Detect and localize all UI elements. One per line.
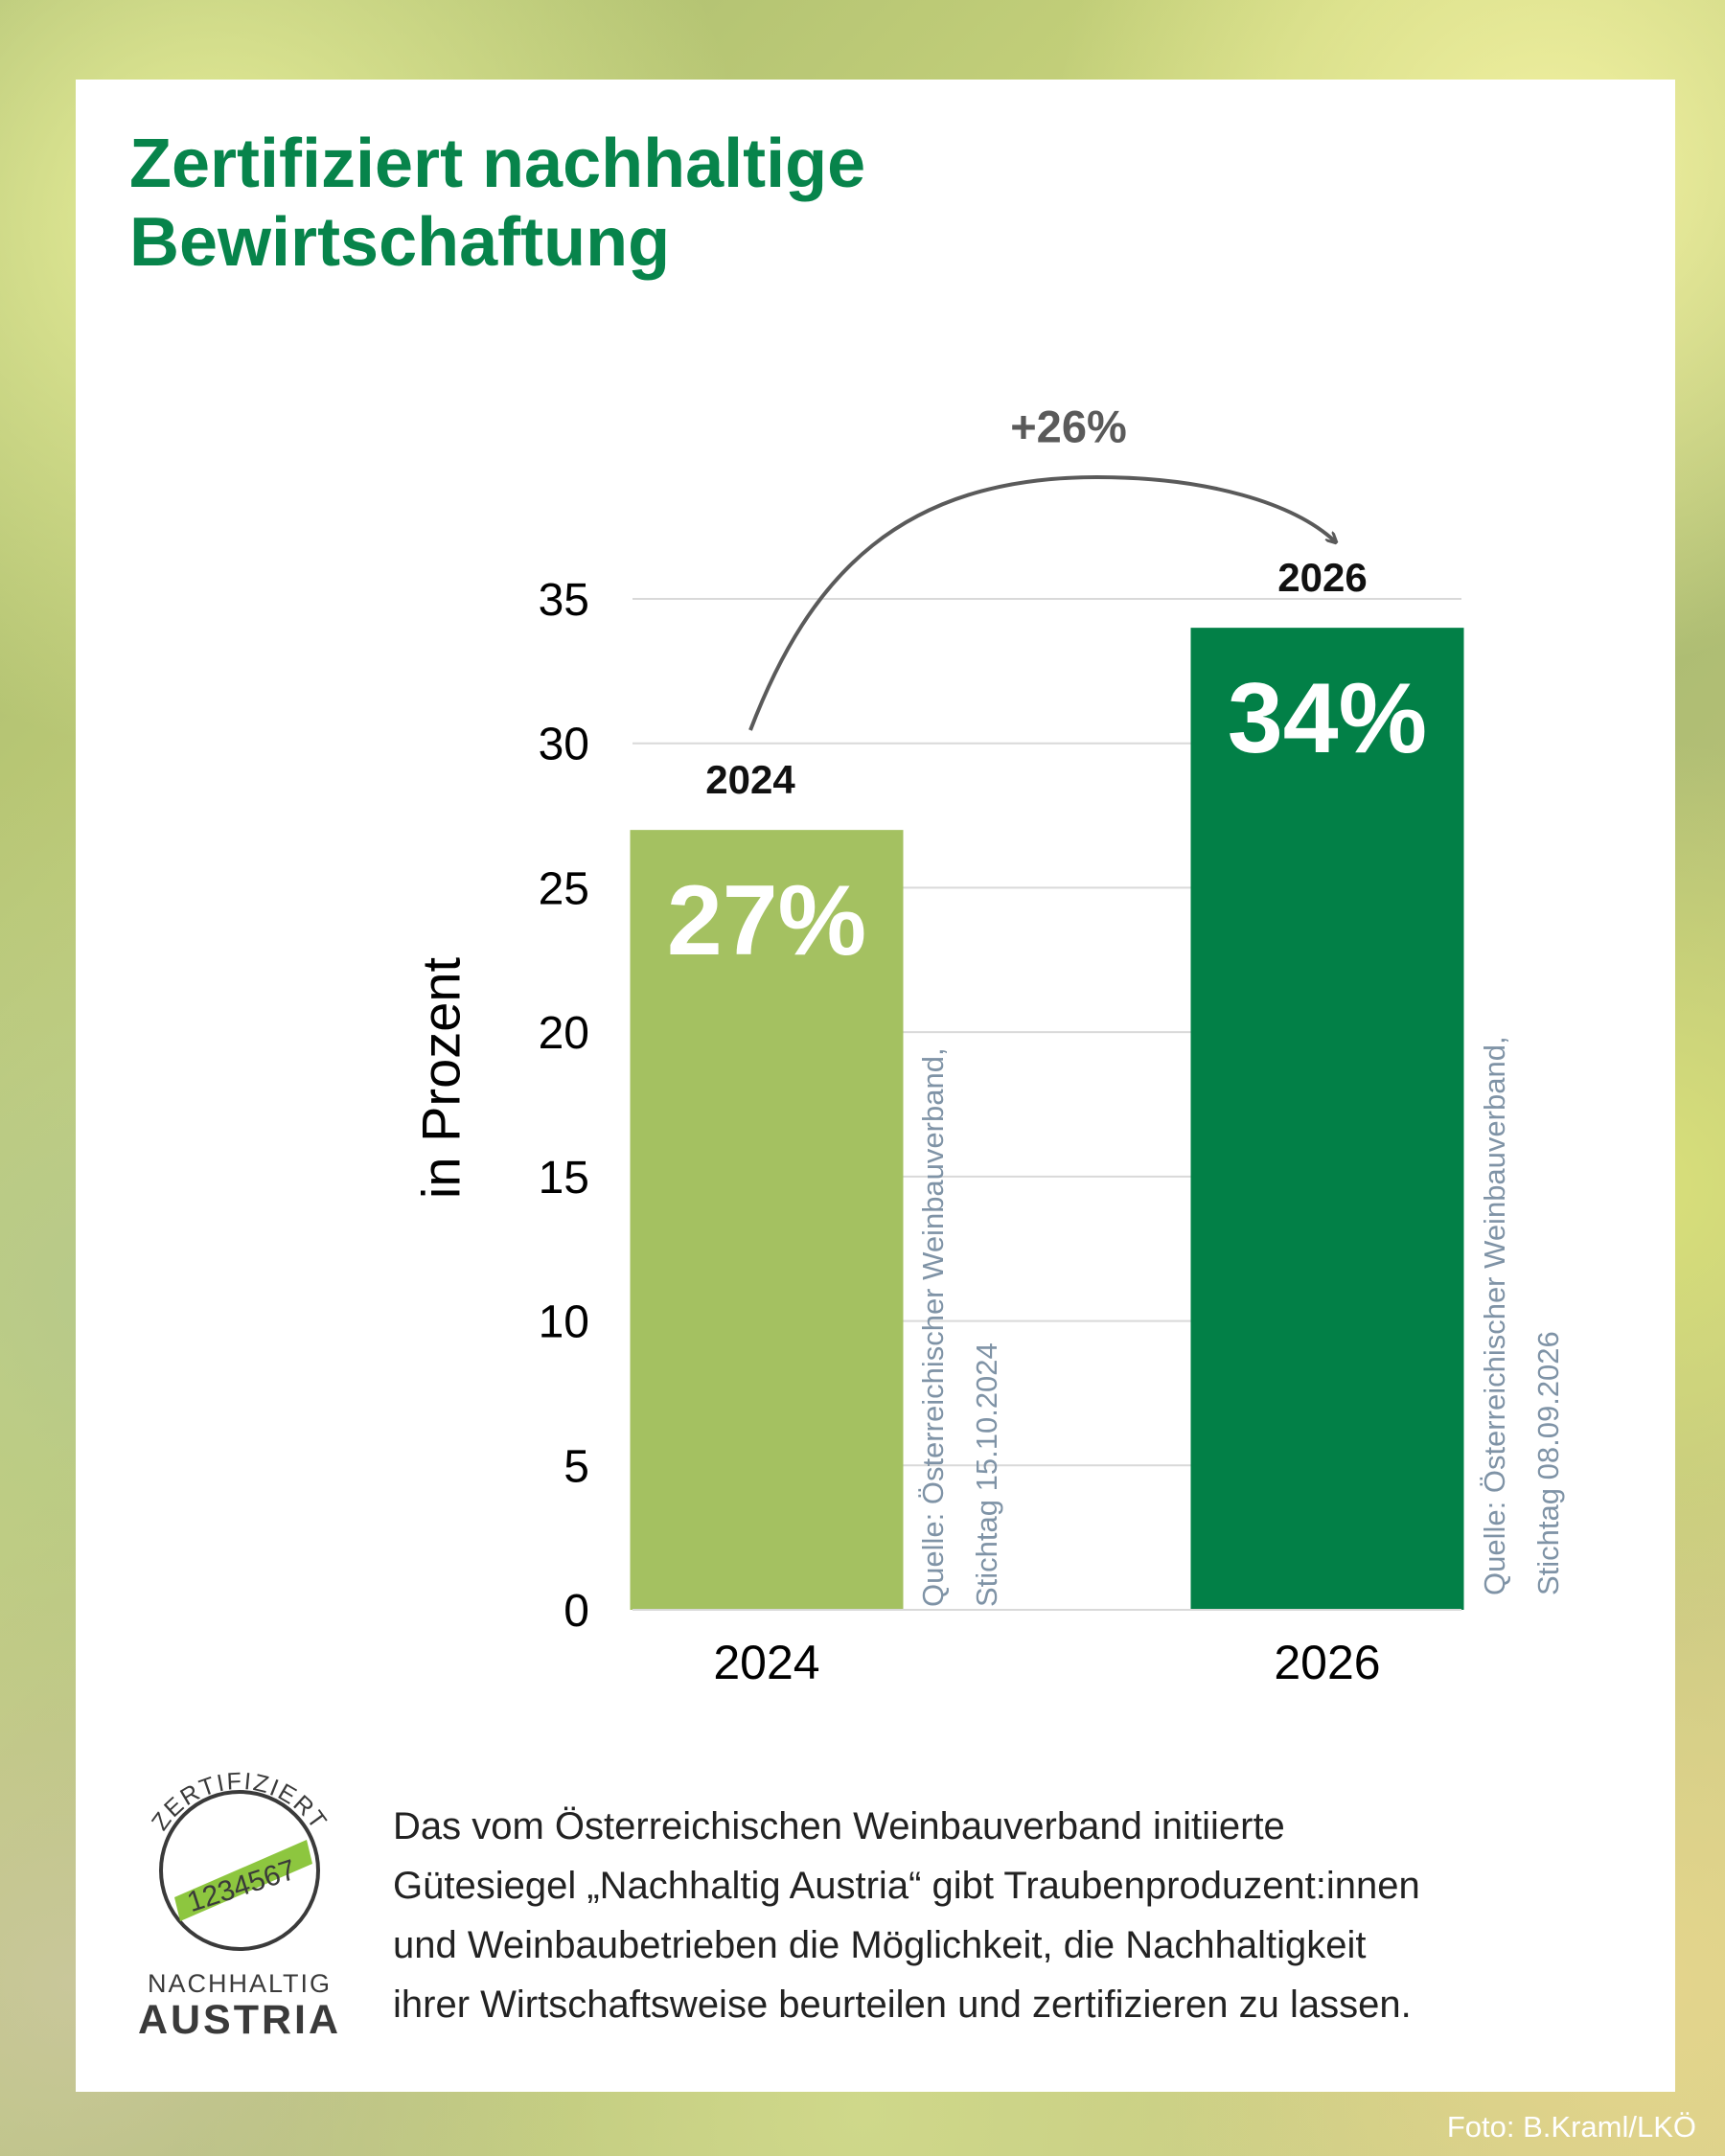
x-tick-label: 2024	[713, 1636, 819, 1689]
bar-2024	[630, 830, 904, 1610]
y-tick-label: 30	[539, 720, 589, 770]
logo-line-1: NACHHALTIG	[147, 1969, 333, 1998]
y-axis-label: in Prozent	[410, 956, 472, 1200]
y-tick-label: 20	[539, 1008, 589, 1059]
bar-top-label: 2026	[1277, 555, 1367, 600]
logo-ring	[159, 1790, 320, 1951]
description-line-4: ihrer Wirtschaftsweise beurteilen und ze…	[393, 1984, 1412, 2026]
source-note-2024: Quelle: Österreichischer Weinbauverband,…	[907, 1047, 1014, 1607]
y-tick-label: 0	[564, 1586, 589, 1637]
description-text: Das vom Österreichischen Weinbauverband …	[393, 1797, 1648, 2034]
bar-top-label: 2024	[705, 757, 795, 802]
title-line-1: Zertifiziert nachhaltige	[129, 126, 866, 202]
bars: 27% 2024 2024 34% 2026 2026	[630, 555, 1464, 1689]
y-axis-ticks: 0 5 10 15 20 25 30 35	[539, 575, 589, 1637]
source-line-1: Quelle: Österreichischer Weinbauverband,	[1478, 1036, 1511, 1595]
source-note-2026: Quelle: Österreichischer Weinbauverband,…	[1468, 1036, 1576, 1595]
y-tick-label: 5	[564, 1441, 589, 1492]
photo-credit: Foto: B.Kraml/LKÖ	[1446, 2110, 1696, 2144]
logo-line-2: AUSTRIA	[137, 1997, 342, 2043]
nachhaltig-austria-logo: ZERTIFIZIERT 1234567	[147, 1768, 331, 1951]
x-tick-label: 2026	[1274, 1636, 1380, 1689]
y-tick-label: 35	[539, 575, 589, 626]
chart-title: Zertifiziert nachhaltige Bewirtschaftung	[129, 125, 1279, 282]
y-tick-label: 15	[539, 1153, 589, 1204]
growth-label: +26%	[1010, 401, 1127, 452]
logo-caption: NACHHALTIG AUSTRIA	[125, 1969, 355, 2042]
bar-2026	[1190, 628, 1464, 1611]
description-line-1: Das vom Österreichischen Weinbauverband …	[393, 1805, 1285, 1847]
bar-value-label: 27%	[667, 865, 866, 976]
source-line-1: Quelle: Österreichischer Weinbauverband,	[916, 1047, 950, 1607]
bar-value-label: 34%	[1228, 663, 1427, 774]
source-line-2: Stichtag 08.09.2026	[1531, 1331, 1565, 1595]
description-line-3: und Weinbaubetrieben die Möglichkeit, di…	[393, 1924, 1367, 1966]
y-tick-label: 10	[539, 1297, 589, 1348]
source-line-2: Stichtag 15.10.2024	[970, 1342, 1003, 1607]
title-line-2: Bewirtschaftung	[129, 204, 671, 281]
growth-arrow	[748, 474, 1335, 731]
description-line-2: Gütesiegel „Nachhaltig Austria“ gibt Tra…	[393, 1865, 1420, 1907]
logo-stripe	[174, 1840, 312, 1921]
y-tick-label: 25	[539, 863, 589, 914]
